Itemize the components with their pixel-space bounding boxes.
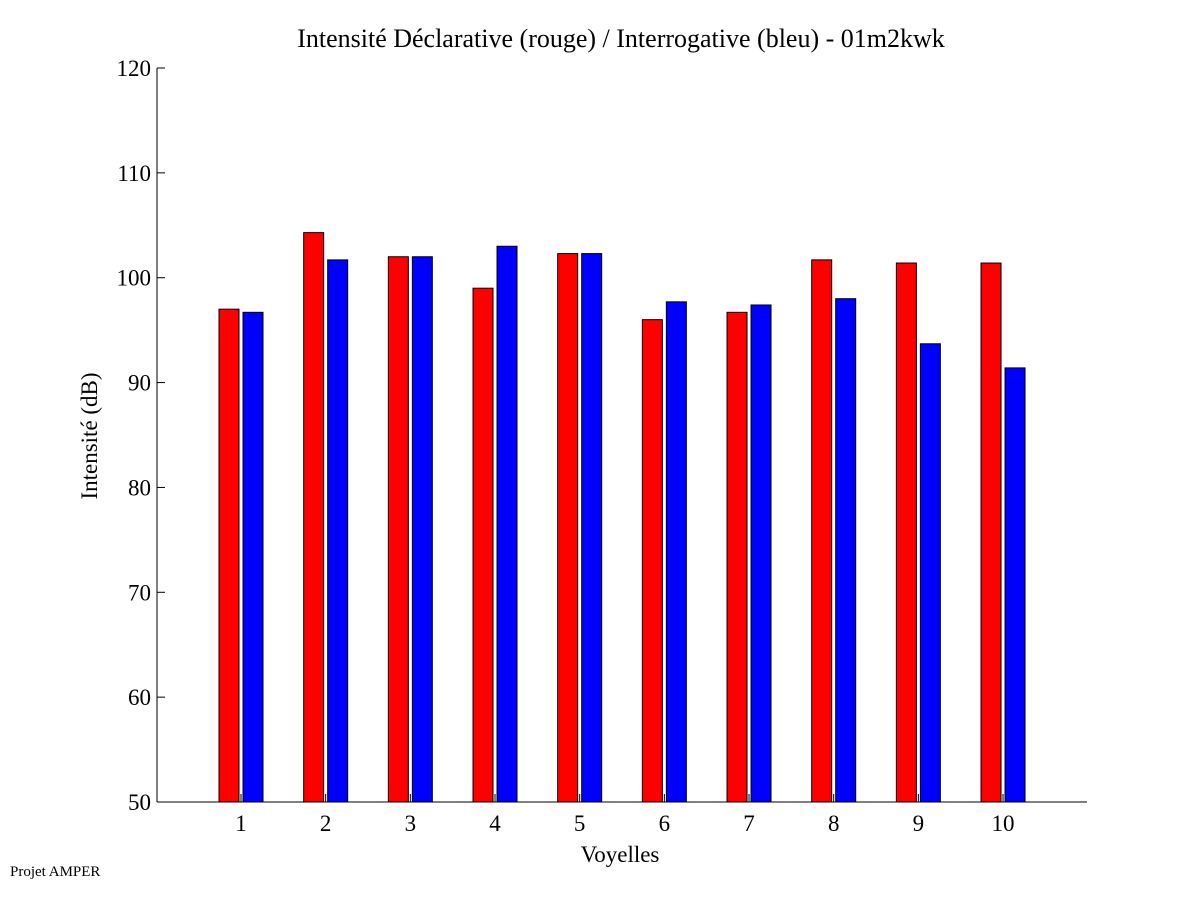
y-tick-label: 120 <box>117 56 152 81</box>
bar-series-2-voyelle-2 <box>327 259 349 803</box>
bar-series-2-voyelle-5 <box>581 253 603 803</box>
x-tick-label: 5 <box>574 811 586 836</box>
bar-series-1-voyelle-10 <box>980 262 1002 803</box>
y-tick-label: 70 <box>128 580 151 605</box>
y-tick-label: 90 <box>128 371 151 396</box>
y-tick-label: 80 <box>128 475 151 500</box>
bar-series-2-voyelle-8 <box>835 298 857 803</box>
x-tick-label: 7 <box>743 811 755 836</box>
x-tick-label: 1 <box>235 811 247 836</box>
bar-series-1-voyelle-9 <box>895 262 917 803</box>
bar-series-2-voyelle-6 <box>665 301 687 803</box>
x-axis-label: Voyelles <box>581 842 660 867</box>
bar-series-1-voyelle-6 <box>641 319 663 803</box>
bar-series-2-voyelle-1 <box>242 311 264 803</box>
x-tick-label: 2 <box>320 811 332 836</box>
bar-series-1-voyelle-2 <box>303 232 325 803</box>
bar-series-1-voyelle-7 <box>726 311 748 803</box>
bar-series-2-voyelle-10 <box>1004 367 1026 803</box>
x-tick-label: 6 <box>659 811 671 836</box>
x-tick-label: 8 <box>828 811 840 836</box>
x-tick-label: 9 <box>913 811 925 836</box>
bars-group <box>218 232 1026 803</box>
bar-series-2-voyelle-4 <box>496 245 518 803</box>
x-tick-label: 10 <box>992 811 1015 836</box>
bar-series-1-voyelle-5 <box>557 253 579 803</box>
y-tick-label: 100 <box>117 266 152 291</box>
bar-series-1-voyelle-4 <box>472 287 494 803</box>
axes-group: 50 60 70 80 90 100 110 120 1 2 3 4 5 6 7 8 9 10 <box>117 56 1087 836</box>
footer-credit: Projet AMPER <box>10 864 101 880</box>
y-axis-label: Intensité (dB) <box>77 372 102 499</box>
x-tick-label: 4 <box>489 811 501 836</box>
y-tick-label: 110 <box>117 161 151 186</box>
chart-title: Intensité Déclarative (rouge) / Interrog… <box>297 24 945 53</box>
bar-series-1-voyelle-3 <box>387 256 409 803</box>
y-tick-label: 50 <box>128 790 151 815</box>
bar-series-2-voyelle-9 <box>919 343 941 803</box>
x-tick-label: 3 <box>405 811 417 836</box>
bar-series-2-voyelle-3 <box>411 256 433 803</box>
bar-series-2-voyelle-7 <box>750 304 772 803</box>
bar-series-1-voyelle-8 <box>811 259 833 803</box>
bar-series-1-voyelle-1 <box>218 308 240 803</box>
y-tick-label: 60 <box>128 685 151 710</box>
